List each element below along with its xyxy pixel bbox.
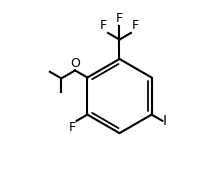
Text: I: I [163, 114, 167, 128]
Text: O: O [70, 57, 80, 70]
Text: F: F [69, 121, 76, 134]
Text: F: F [116, 12, 123, 25]
Text: F: F [100, 19, 107, 32]
Text: F: F [132, 19, 139, 32]
